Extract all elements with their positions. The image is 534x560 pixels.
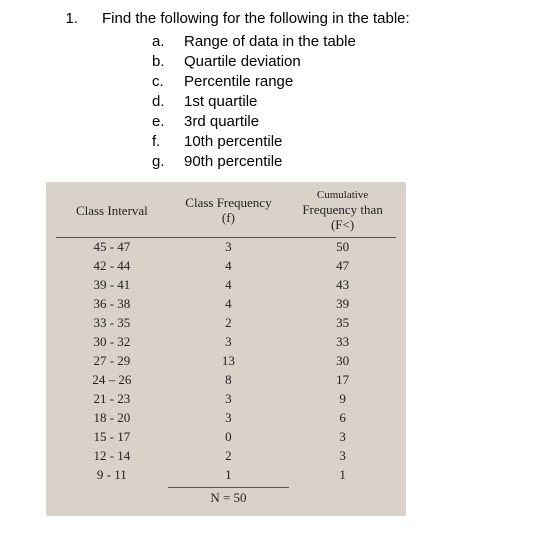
cell-frequency: 3 (168, 334, 289, 350)
table-row: 33 - 35235 (56, 314, 396, 333)
sub-item-text: Percentile range (184, 73, 293, 90)
header-text: (f) (168, 211, 289, 226)
header-class-interval: Class Interval (56, 204, 168, 219)
cell-frequency: 4 (168, 296, 289, 312)
sub-item-text: Quartile deviation (184, 53, 301, 70)
cell-frequency: 3 (168, 239, 289, 255)
sub-item-text: Range of data in the table (184, 33, 356, 50)
cell-cumulative: 39 (289, 296, 396, 312)
table-row: 21 - 2339 (56, 390, 396, 409)
table-row: 45 - 47350 (56, 238, 396, 257)
table-row: 12 - 1423 (56, 447, 396, 466)
sub-item-letter: g. (152, 153, 184, 170)
sub-item-text: 10th percentile (184, 133, 282, 150)
cell-frequency: 2 (168, 315, 289, 331)
header-text: Frequency than (289, 203, 396, 218)
cell-interval: 9 - 11 (56, 467, 168, 483)
cell-cumulative: 3 (289, 429, 396, 445)
cell-cumulative: 1 (289, 467, 396, 483)
total-n: N = 50 (168, 487, 289, 506)
sub-item-letter: a. (152, 33, 184, 50)
cell-frequency: 8 (168, 372, 289, 388)
cell-interval: 27 - 29 (56, 353, 168, 369)
header-text: Class Frequency (168, 196, 289, 211)
cell-cumulative: 33 (289, 334, 396, 350)
cell-frequency: 3 (168, 391, 289, 407)
cell-cumulative: 35 (289, 315, 396, 331)
sub-item: e.3rd quartile (152, 113, 522, 130)
sub-item-letter: c. (152, 73, 184, 90)
cell-cumulative: 30 (289, 353, 396, 369)
cell-interval: 45 - 47 (56, 239, 168, 255)
cell-interval: 39 - 41 (56, 277, 168, 293)
table-row: 18 - 2036 (56, 409, 396, 428)
cell-interval: 33 - 35 (56, 315, 168, 331)
cell-frequency: 0 (168, 429, 289, 445)
sub-item-letter: e. (152, 113, 184, 130)
cell-interval: 36 - 38 (56, 296, 168, 312)
cell-interval: 30 - 32 (56, 334, 168, 350)
table-row: 30 - 32333 (56, 333, 396, 352)
cell-frequency: 1 (168, 467, 289, 483)
table-body: 45 - 4735042 - 4444739 - 4144336 - 38439… (56, 238, 396, 485)
cell-frequency: 3 (168, 410, 289, 426)
header-class-frequency: Class Frequency (f) (168, 196, 289, 226)
question-row: 1. Find the following for the following … (12, 10, 522, 27)
cell-frequency: 2 (168, 448, 289, 464)
sub-item: d.1st quartile (152, 93, 522, 110)
cell-interval: 21 - 23 (56, 391, 168, 407)
sub-item-letter: b. (152, 53, 184, 70)
table-row: 36 - 38439 (56, 295, 396, 314)
header-cumulative: Cumulative Frequency than (F<) (289, 190, 396, 233)
cell-cumulative: 43 (289, 277, 396, 293)
cell-cumulative: 17 (289, 372, 396, 388)
cell-interval: 24 – 26 (56, 372, 168, 388)
cell-interval: 12 - 14 (56, 448, 168, 464)
table-row: 27 - 291330 (56, 352, 396, 371)
cell-cumulative: 47 (289, 258, 396, 274)
sub-item: a.Range of data in the table (152, 33, 522, 50)
cell-frequency: 13 (168, 353, 289, 369)
table-row: 15 - 1703 (56, 428, 396, 447)
sub-item: c.Percentile range (152, 73, 522, 90)
table-row: 42 - 44447 (56, 257, 396, 276)
table-row: 39 - 41443 (56, 276, 396, 295)
sub-item: b.Quartile deviation (152, 53, 522, 70)
cell-interval: 15 - 17 (56, 429, 168, 445)
sub-item-list: a.Range of data in the tableb.Quartile d… (152, 33, 522, 170)
table-row: 24 – 26817 (56, 371, 396, 390)
sub-item-letter: d. (152, 93, 184, 110)
question-text: Find the following for the following in … (102, 10, 522, 27)
cell-cumulative: 9 (289, 391, 396, 407)
cell-cumulative: 6 (289, 410, 396, 426)
cell-interval: 42 - 44 (56, 258, 168, 274)
sub-item-text: 1st quartile (184, 93, 257, 110)
sub-item-text: 3rd quartile (184, 113, 259, 130)
cell-cumulative: 50 (289, 239, 396, 255)
sub-item: g.90th percentile (152, 153, 522, 170)
question-number: 1. (12, 10, 102, 27)
cell-frequency: 4 (168, 258, 289, 274)
table-footer: N = 50 (56, 487, 396, 506)
sub-item-letter: f. (152, 133, 184, 150)
header-text: Cumulative (289, 189, 396, 202)
sub-item-text: 90th percentile (184, 153, 282, 170)
sub-item: f.10th percentile (152, 133, 522, 150)
cell-interval: 18 - 20 (56, 410, 168, 426)
cell-cumulative: 3 (289, 448, 396, 464)
frequency-table: Class Interval Class Frequency (f) Cumul… (46, 182, 406, 516)
table-header-row: Class Interval Class Frequency (f) Cumul… (56, 190, 396, 238)
table-row: 9 - 1111 (56, 466, 396, 485)
cell-frequency: 4 (168, 277, 289, 293)
header-text: (F<) (289, 218, 396, 233)
